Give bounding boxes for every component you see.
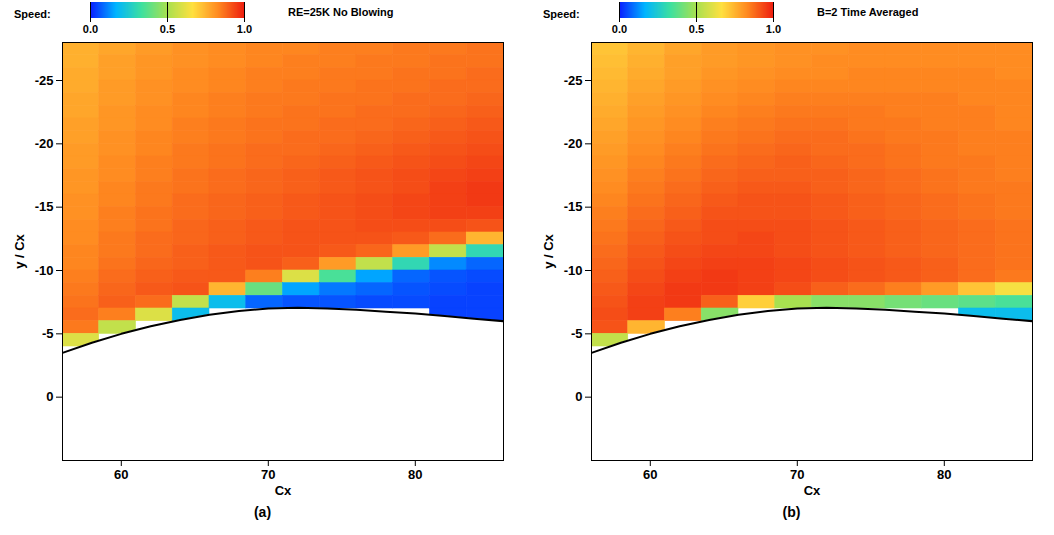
svg-text:0.0: 0.0: [612, 23, 627, 35]
html-text:B=2 Time Averaged: B=2 Time Averaged: [817, 6, 919, 18]
html-text:(b): (b): [782, 504, 801, 520]
svg-text:-25: -25: [35, 73, 54, 88]
html-text:Speed:: Speed:: [14, 8, 51, 20]
svg-text:-5: -5: [571, 326, 583, 341]
svg-text:y / Cx: y / Cx: [12, 233, 27, 268]
svg-text:-10: -10: [564, 263, 583, 278]
svg-text:-5: -5: [42, 326, 54, 341]
svg-text:70: 70: [261, 467, 275, 482]
svg-text:0.0: 0.0: [83, 23, 98, 35]
svg-text:-20: -20: [564, 136, 583, 151]
svg-text:Cx: Cx: [804, 483, 821, 498]
svg-text:-25: -25: [564, 73, 583, 88]
svg-text:y / Cx: y / Cx: [541, 233, 556, 268]
svg-text:0.5: 0.5: [160, 23, 175, 35]
html-text:RE=25K No Blowing: RE=25K No Blowing: [288, 6, 394, 18]
svg-text:60: 60: [643, 467, 657, 482]
html-text:Speed:: Speed:: [543, 8, 580, 20]
svg-text:-20: -20: [35, 136, 54, 151]
svg-text:80: 80: [937, 467, 951, 482]
svg-text:1.0: 1.0: [766, 23, 781, 35]
html-text:(a): (a): [253, 504, 272, 520]
svg-text:Cx: Cx: [275, 483, 292, 498]
svg-text:0.5: 0.5: [689, 23, 704, 35]
svg-text:-15: -15: [564, 199, 583, 214]
svg-text:70: 70: [790, 467, 804, 482]
svg-text:1.0: 1.0: [237, 23, 252, 35]
svg-text:-15: -15: [35, 199, 54, 214]
svg-text:60: 60: [114, 467, 128, 482]
svg-text:-10: -10: [35, 263, 54, 278]
svg-text:80: 80: [408, 467, 422, 482]
svg-text:0: 0: [575, 389, 582, 404]
svg-text:0: 0: [46, 389, 53, 404]
